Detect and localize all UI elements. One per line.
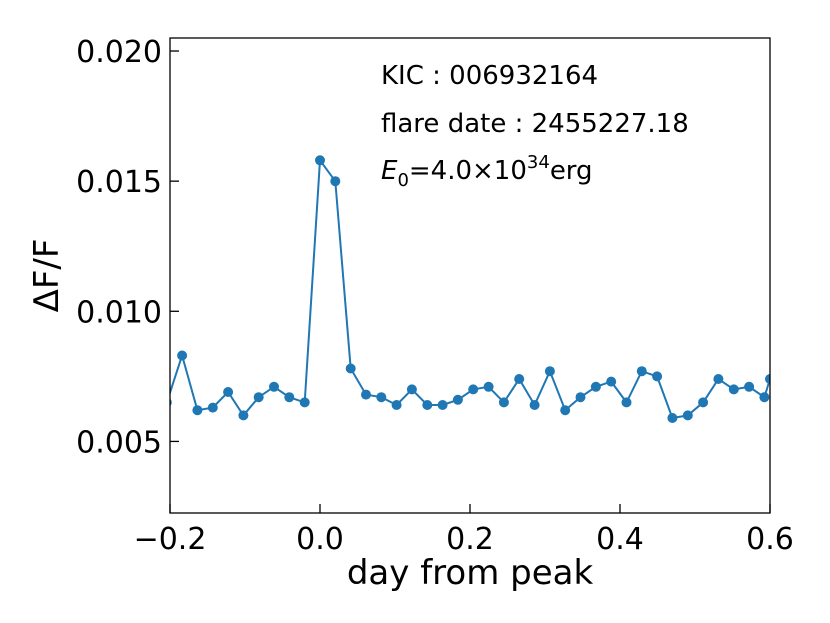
data-point [192, 405, 203, 416]
data-point [269, 381, 279, 392]
data-point [590, 381, 601, 392]
data-point [636, 366, 647, 377]
data-point [468, 384, 479, 395]
energy-symbol: E [381, 156, 398, 186]
x-axis-label: day from peak [347, 553, 594, 593]
x-tick-label: 0.6 [746, 522, 794, 557]
series-line [170, 157, 770, 420]
data-point [575, 392, 586, 403]
data-point [177, 350, 188, 361]
data-point [544, 366, 555, 377]
data-point [376, 392, 387, 403]
data-point [238, 410, 249, 421]
y-tick-label: 0.005 [76, 425, 162, 460]
kic-annotation: KIC : 006932164 [381, 61, 598, 91]
energy-mid: =4.0×10 [409, 156, 527, 186]
data-point [682, 410, 693, 421]
x-tick-label: 0.2 [446, 522, 494, 557]
energy-unit: erg [550, 156, 593, 186]
x-tick-label: 0.0 [296, 522, 344, 557]
annotation-block: KIC : 006932164 flare date : 2455227.18 … [381, 61, 689, 191]
data-point [315, 155, 325, 166]
x-tick-label: 0.4 [596, 522, 644, 557]
data-point [284, 392, 295, 403]
data-point [621, 397, 632, 408]
data-point [345, 363, 356, 374]
data-point [667, 413, 678, 423]
data-point [406, 384, 417, 395]
y-axis-label: ΔF/F [27, 239, 67, 313]
data-point [698, 397, 709, 408]
x-tick-label: −0.2 [134, 522, 207, 557]
energy-annotation: E0=4.0×1034erg [381, 152, 593, 191]
y-tick-label: 0.020 [76, 35, 162, 70]
y-tick-label: 0.015 [76, 165, 162, 200]
data-point [207, 402, 218, 413]
data-point [744, 381, 755, 392]
data-point [765, 374, 770, 384]
data-point [759, 392, 770, 403]
data-point [713, 374, 724, 384]
data-point [223, 387, 234, 397]
data-point [391, 400, 402, 410]
energy-subscript: 0 [397, 170, 408, 191]
data-point [498, 397, 509, 408]
data-point [529, 400, 540, 410]
y-tick-label: 0.010 [76, 295, 162, 330]
data-point [728, 384, 739, 395]
series-layer [170, 155, 770, 423]
data-point [452, 394, 463, 405]
data-point [652, 371, 663, 382]
energy-exponent: 34 [527, 152, 550, 173]
flare-date-annotation: flare date : 2455227.18 [381, 109, 689, 139]
data-point [514, 374, 525, 384]
data-point [437, 400, 448, 410]
data-point [606, 376, 617, 387]
data-point [361, 389, 371, 400]
data-point [560, 405, 571, 416]
data-point [330, 176, 341, 187]
ticks-layer: −0.2 0.0 0.2 0.4 0.6 0.005 0.010 0.015 0.020 [76, 35, 794, 557]
data-point [483, 381, 494, 392]
data-point [253, 392, 264, 403]
data-point [422, 400, 433, 410]
data-point [299, 397, 310, 408]
